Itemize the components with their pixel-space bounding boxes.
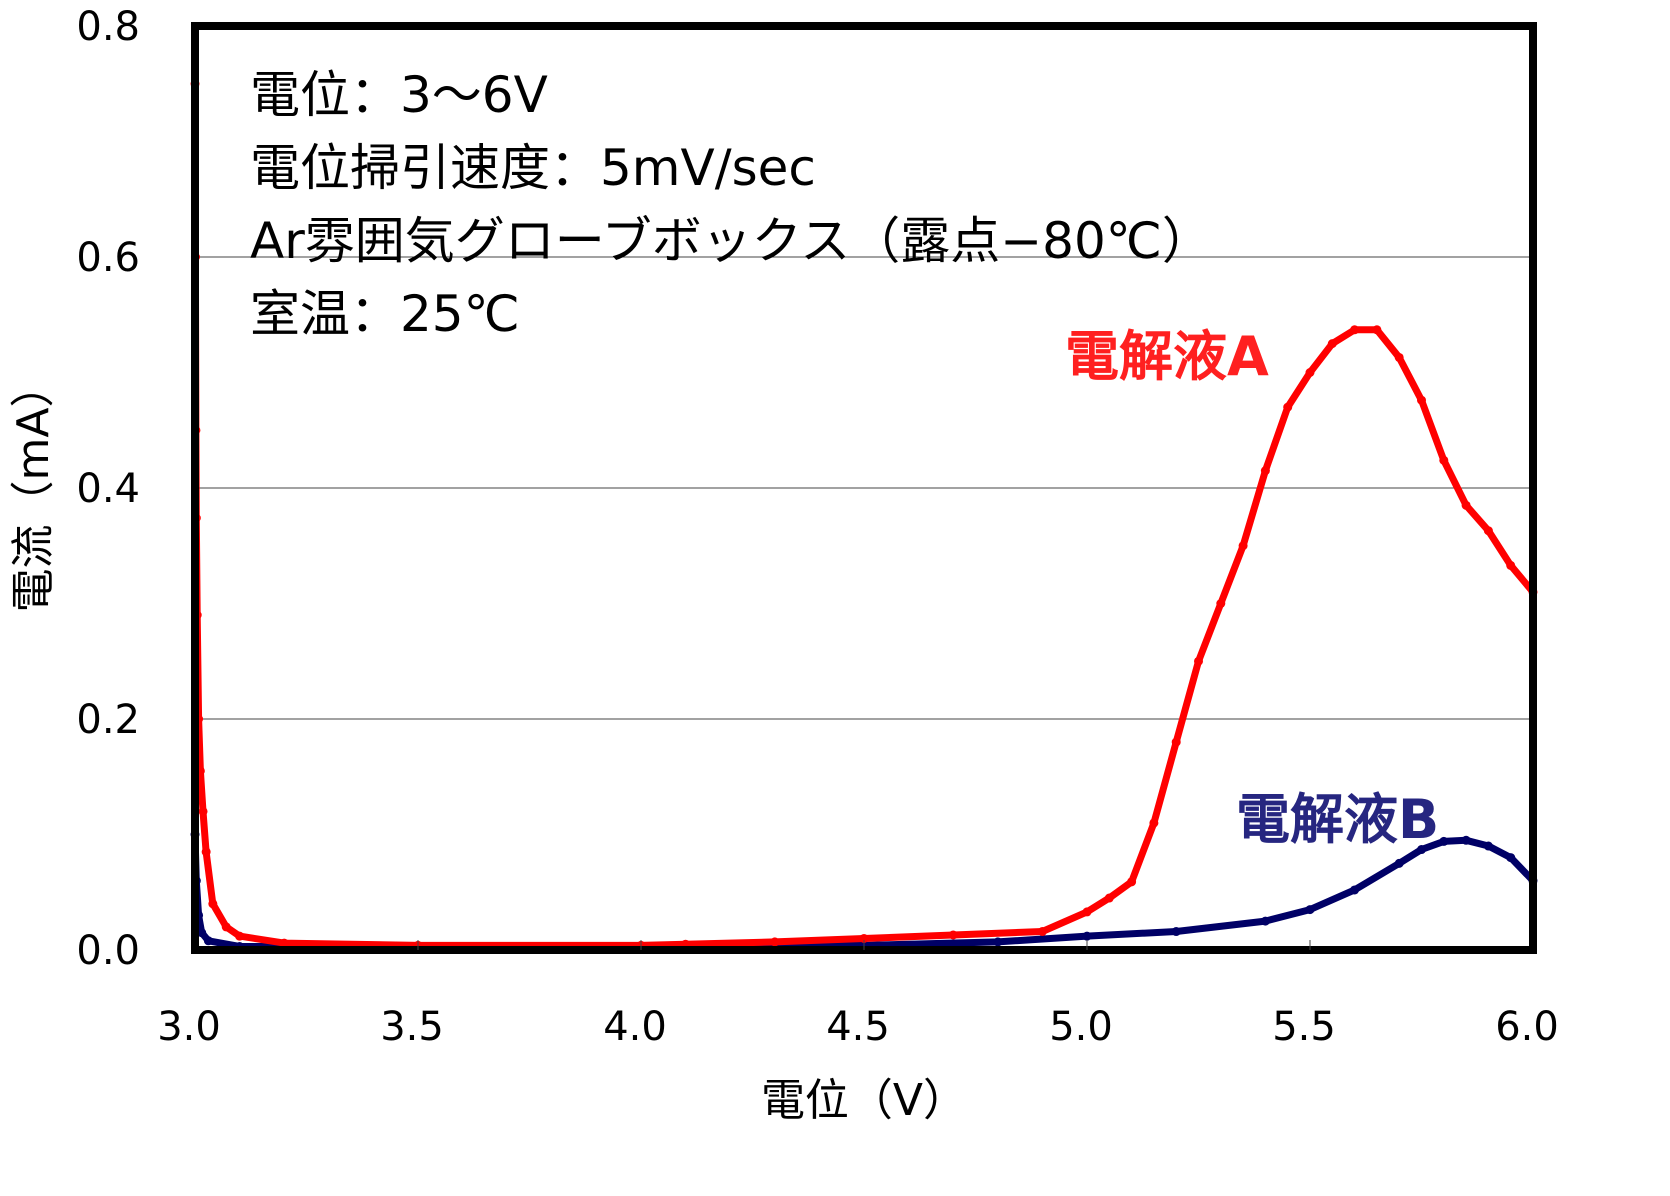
data-point (1506, 853, 1516, 863)
data-point (1305, 905, 1315, 915)
data-point (1350, 885, 1360, 895)
data-point (203, 936, 213, 946)
data-point (770, 937, 780, 947)
series-label-b: 電解液B (1236, 788, 1439, 851)
data-point (859, 933, 869, 943)
data-point (1417, 395, 1426, 405)
y-tick-label: 0.6 (76, 235, 140, 281)
y-tick-label: 0.2 (76, 697, 140, 743)
data-point (1305, 368, 1315, 377)
series-label-a: 電解液A (1065, 325, 1269, 388)
data-point (208, 899, 218, 909)
data-point (235, 931, 245, 941)
data-point (221, 922, 231, 932)
data-point (198, 806, 208, 816)
x-axis: 3.0 3.5 4.0 4.5 5.0 5.5 6.0 (157, 940, 1559, 1050)
data-point (1171, 927, 1181, 937)
annotation-scan-rate: 電位掃引速度：5mV/sec (250, 139, 816, 197)
data-point (1350, 325, 1360, 335)
data-point (948, 930, 958, 940)
data-point (1216, 599, 1226, 608)
data-point (1127, 877, 1137, 887)
data-point (201, 847, 211, 857)
data-point (1394, 858, 1404, 868)
x-tick-label: 5.5 (1272, 1004, 1336, 1050)
data-point (1439, 455, 1449, 465)
annotation-potential-range: 電位：3〜6V (250, 66, 548, 124)
x-tick-label: 4.0 (603, 1004, 667, 1050)
data-point (1461, 500, 1471, 510)
data-point (1372, 325, 1382, 335)
data-point (1238, 541, 1248, 551)
data-point (993, 937, 1003, 947)
series-line (191, 831, 1537, 950)
data-point (1260, 466, 1270, 476)
data-point (1327, 339, 1337, 349)
data-point (1260, 916, 1270, 926)
data-point (1483, 841, 1493, 851)
data-point (1417, 845, 1426, 855)
gridlines (195, 256, 1533, 720)
data-point (1483, 526, 1493, 536)
data-point (1506, 560, 1516, 570)
data-point (1194, 656, 1203, 666)
data-point (1461, 835, 1471, 845)
y-tick-label: 0.0 (76, 928, 140, 974)
y-tick-label: 0.8 (76, 4, 140, 50)
data-point (197, 928, 207, 938)
y-tick-label: 0.4 (76, 466, 140, 512)
data-point (1439, 836, 1449, 846)
x-tick-label: 6.0 (1495, 1004, 1559, 1050)
x-tick-label: 4.5 (826, 1004, 890, 1050)
x-tick-label: 3.5 (380, 1004, 444, 1050)
data-point (1171, 737, 1181, 747)
data-point (1394, 352, 1404, 362)
annotation-temperature: 室温：25℃ (250, 285, 520, 343)
data-point (1283, 402, 1293, 412)
y-axis: 0.0 0.2 0.4 0.6 0.8 (76, 4, 140, 974)
data-point (279, 938, 289, 948)
data-point (1082, 907, 1092, 917)
data-point (1104, 893, 1114, 903)
data-point (1149, 818, 1159, 828)
x-tick-label: 5.0 (1049, 1004, 1113, 1050)
y-axis-label: 電流（mA） (8, 364, 59, 613)
x-tick-label: 3.0 (157, 1004, 221, 1050)
x-axis-label: 電位（V） (761, 1075, 967, 1126)
data-point (1037, 927, 1047, 937)
annotation-atmosphere: Ar雰囲気グローブボックス（露点−80℃） (250, 212, 1212, 270)
data-point (1082, 931, 1092, 941)
